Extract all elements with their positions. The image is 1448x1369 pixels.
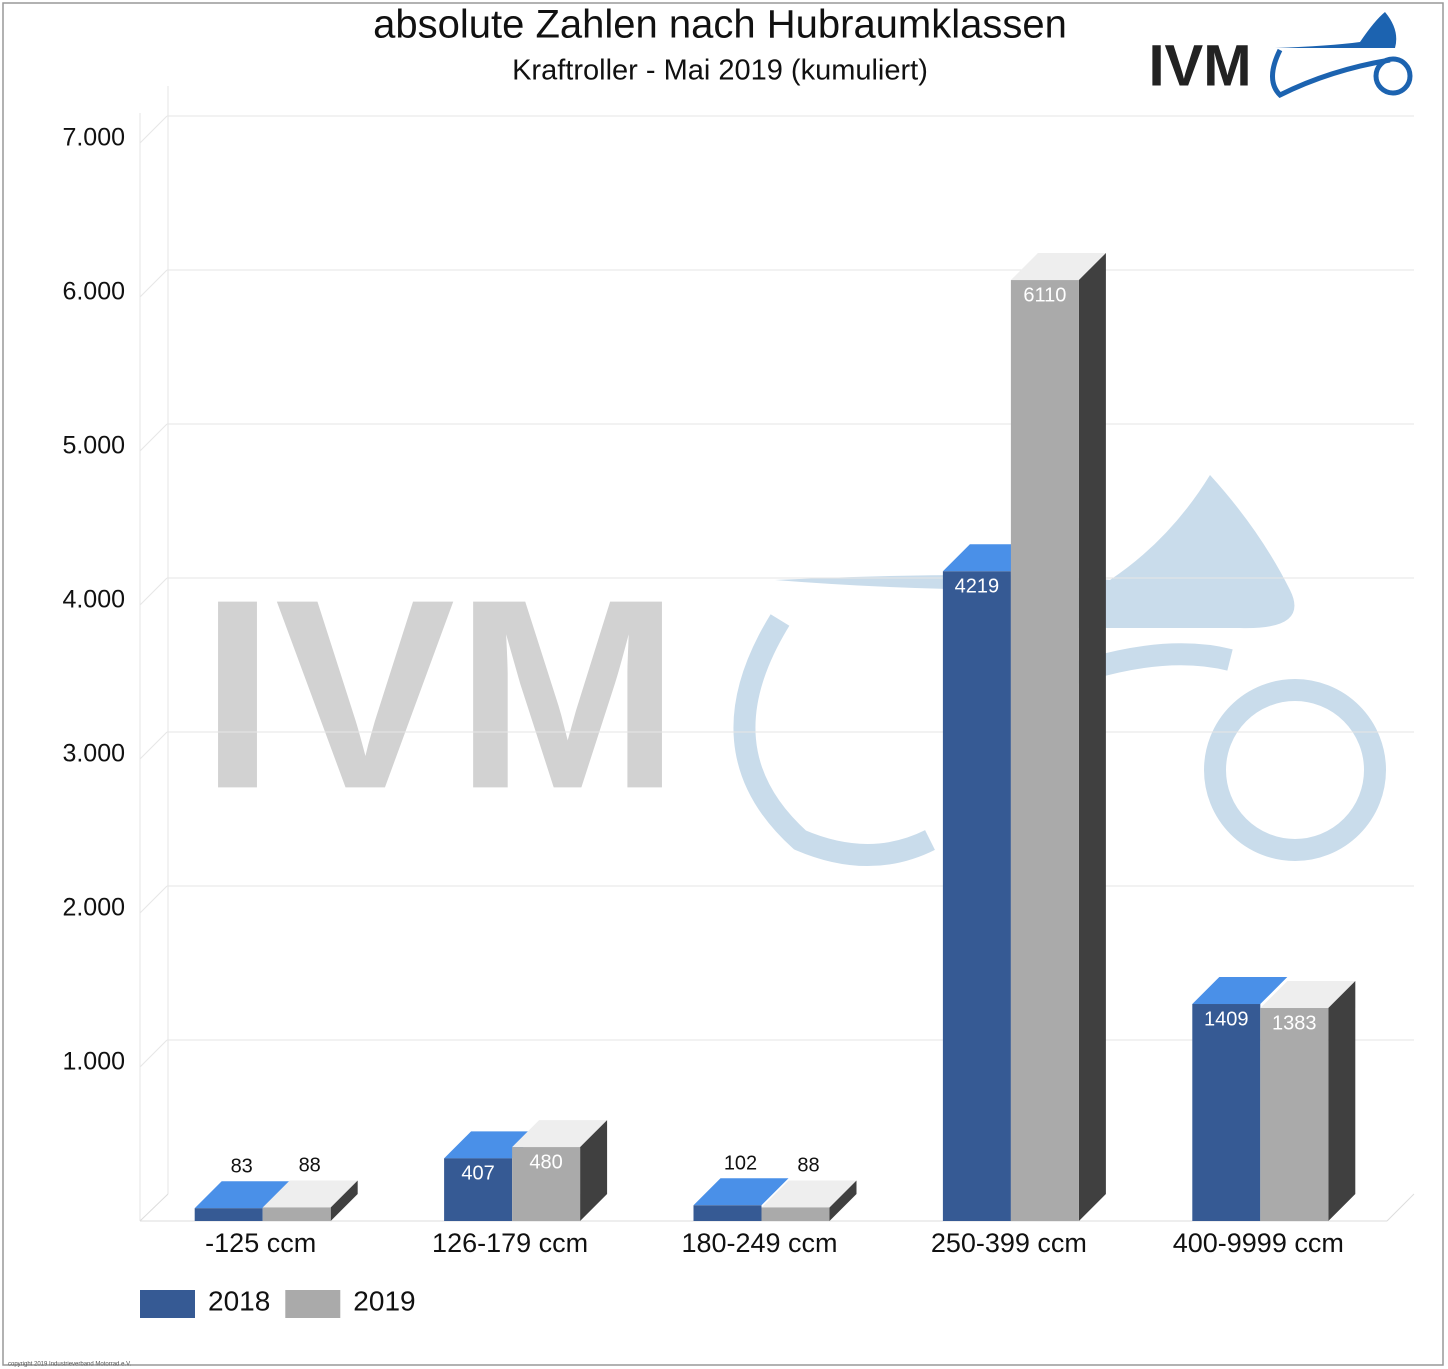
bar-side xyxy=(1328,981,1355,1221)
x-tick-label: 180-249 ccm xyxy=(681,1228,837,1258)
chart-title: absolute Zahlen nach Hubraumklassen xyxy=(373,3,1067,47)
value-label: 407 xyxy=(461,1163,494,1185)
value-label: 1409 xyxy=(1204,1008,1249,1030)
bar xyxy=(943,571,1011,1221)
value-label: 480 xyxy=(529,1151,562,1173)
value-label: 1383 xyxy=(1272,1012,1317,1034)
legend-swatch xyxy=(140,1290,195,1318)
value-label: 4219 xyxy=(955,576,1000,598)
bar xyxy=(1260,1008,1328,1221)
y-tick-label: 5.000 xyxy=(62,432,125,460)
bar xyxy=(1192,1004,1260,1221)
logo-text: IVM xyxy=(1148,33,1251,98)
value-label: 88 xyxy=(797,1155,819,1177)
bar-side xyxy=(1079,253,1106,1221)
watermark-text: IVM xyxy=(200,544,680,845)
value-label: 83 xyxy=(231,1155,253,1177)
chart: IVM IVM absolute Zahlen nach Hubraumklas… xyxy=(0,0,1448,1369)
y-tick-label: 6.000 xyxy=(62,278,125,306)
y-tick-label: 7.000 xyxy=(62,124,125,152)
value-label: 6110 xyxy=(1023,284,1066,306)
x-tick-label: -125 ccm xyxy=(205,1228,316,1258)
x-tick-label: 250-399 ccm xyxy=(931,1228,1087,1258)
y-tick-label: 4.000 xyxy=(62,586,125,614)
legend-label: 2018 xyxy=(208,1285,270,1316)
bar xyxy=(195,1208,263,1221)
x-tick-label: 126-179 ccm xyxy=(432,1228,588,1258)
bar xyxy=(1011,280,1079,1221)
legend-swatch xyxy=(285,1290,340,1318)
y-tick-label: 1.000 xyxy=(62,1048,125,1076)
copyright: copyright 2019 Industrieverband Motorrad… xyxy=(8,1362,132,1368)
legend-label: 2019 xyxy=(353,1285,415,1316)
y-tick-label: 3.000 xyxy=(62,740,125,768)
y-tick-label: 2.000 xyxy=(62,894,125,922)
chart-subtitle: Kraftroller - Mai 2019 (kumuliert) xyxy=(512,55,928,87)
value-label: 102 xyxy=(724,1153,757,1175)
value-label: 88 xyxy=(299,1155,321,1177)
x-tick-label: 400-9999 ccm xyxy=(1173,1228,1344,1258)
bar xyxy=(694,1205,762,1221)
bar xyxy=(263,1207,331,1221)
bar xyxy=(762,1207,830,1221)
